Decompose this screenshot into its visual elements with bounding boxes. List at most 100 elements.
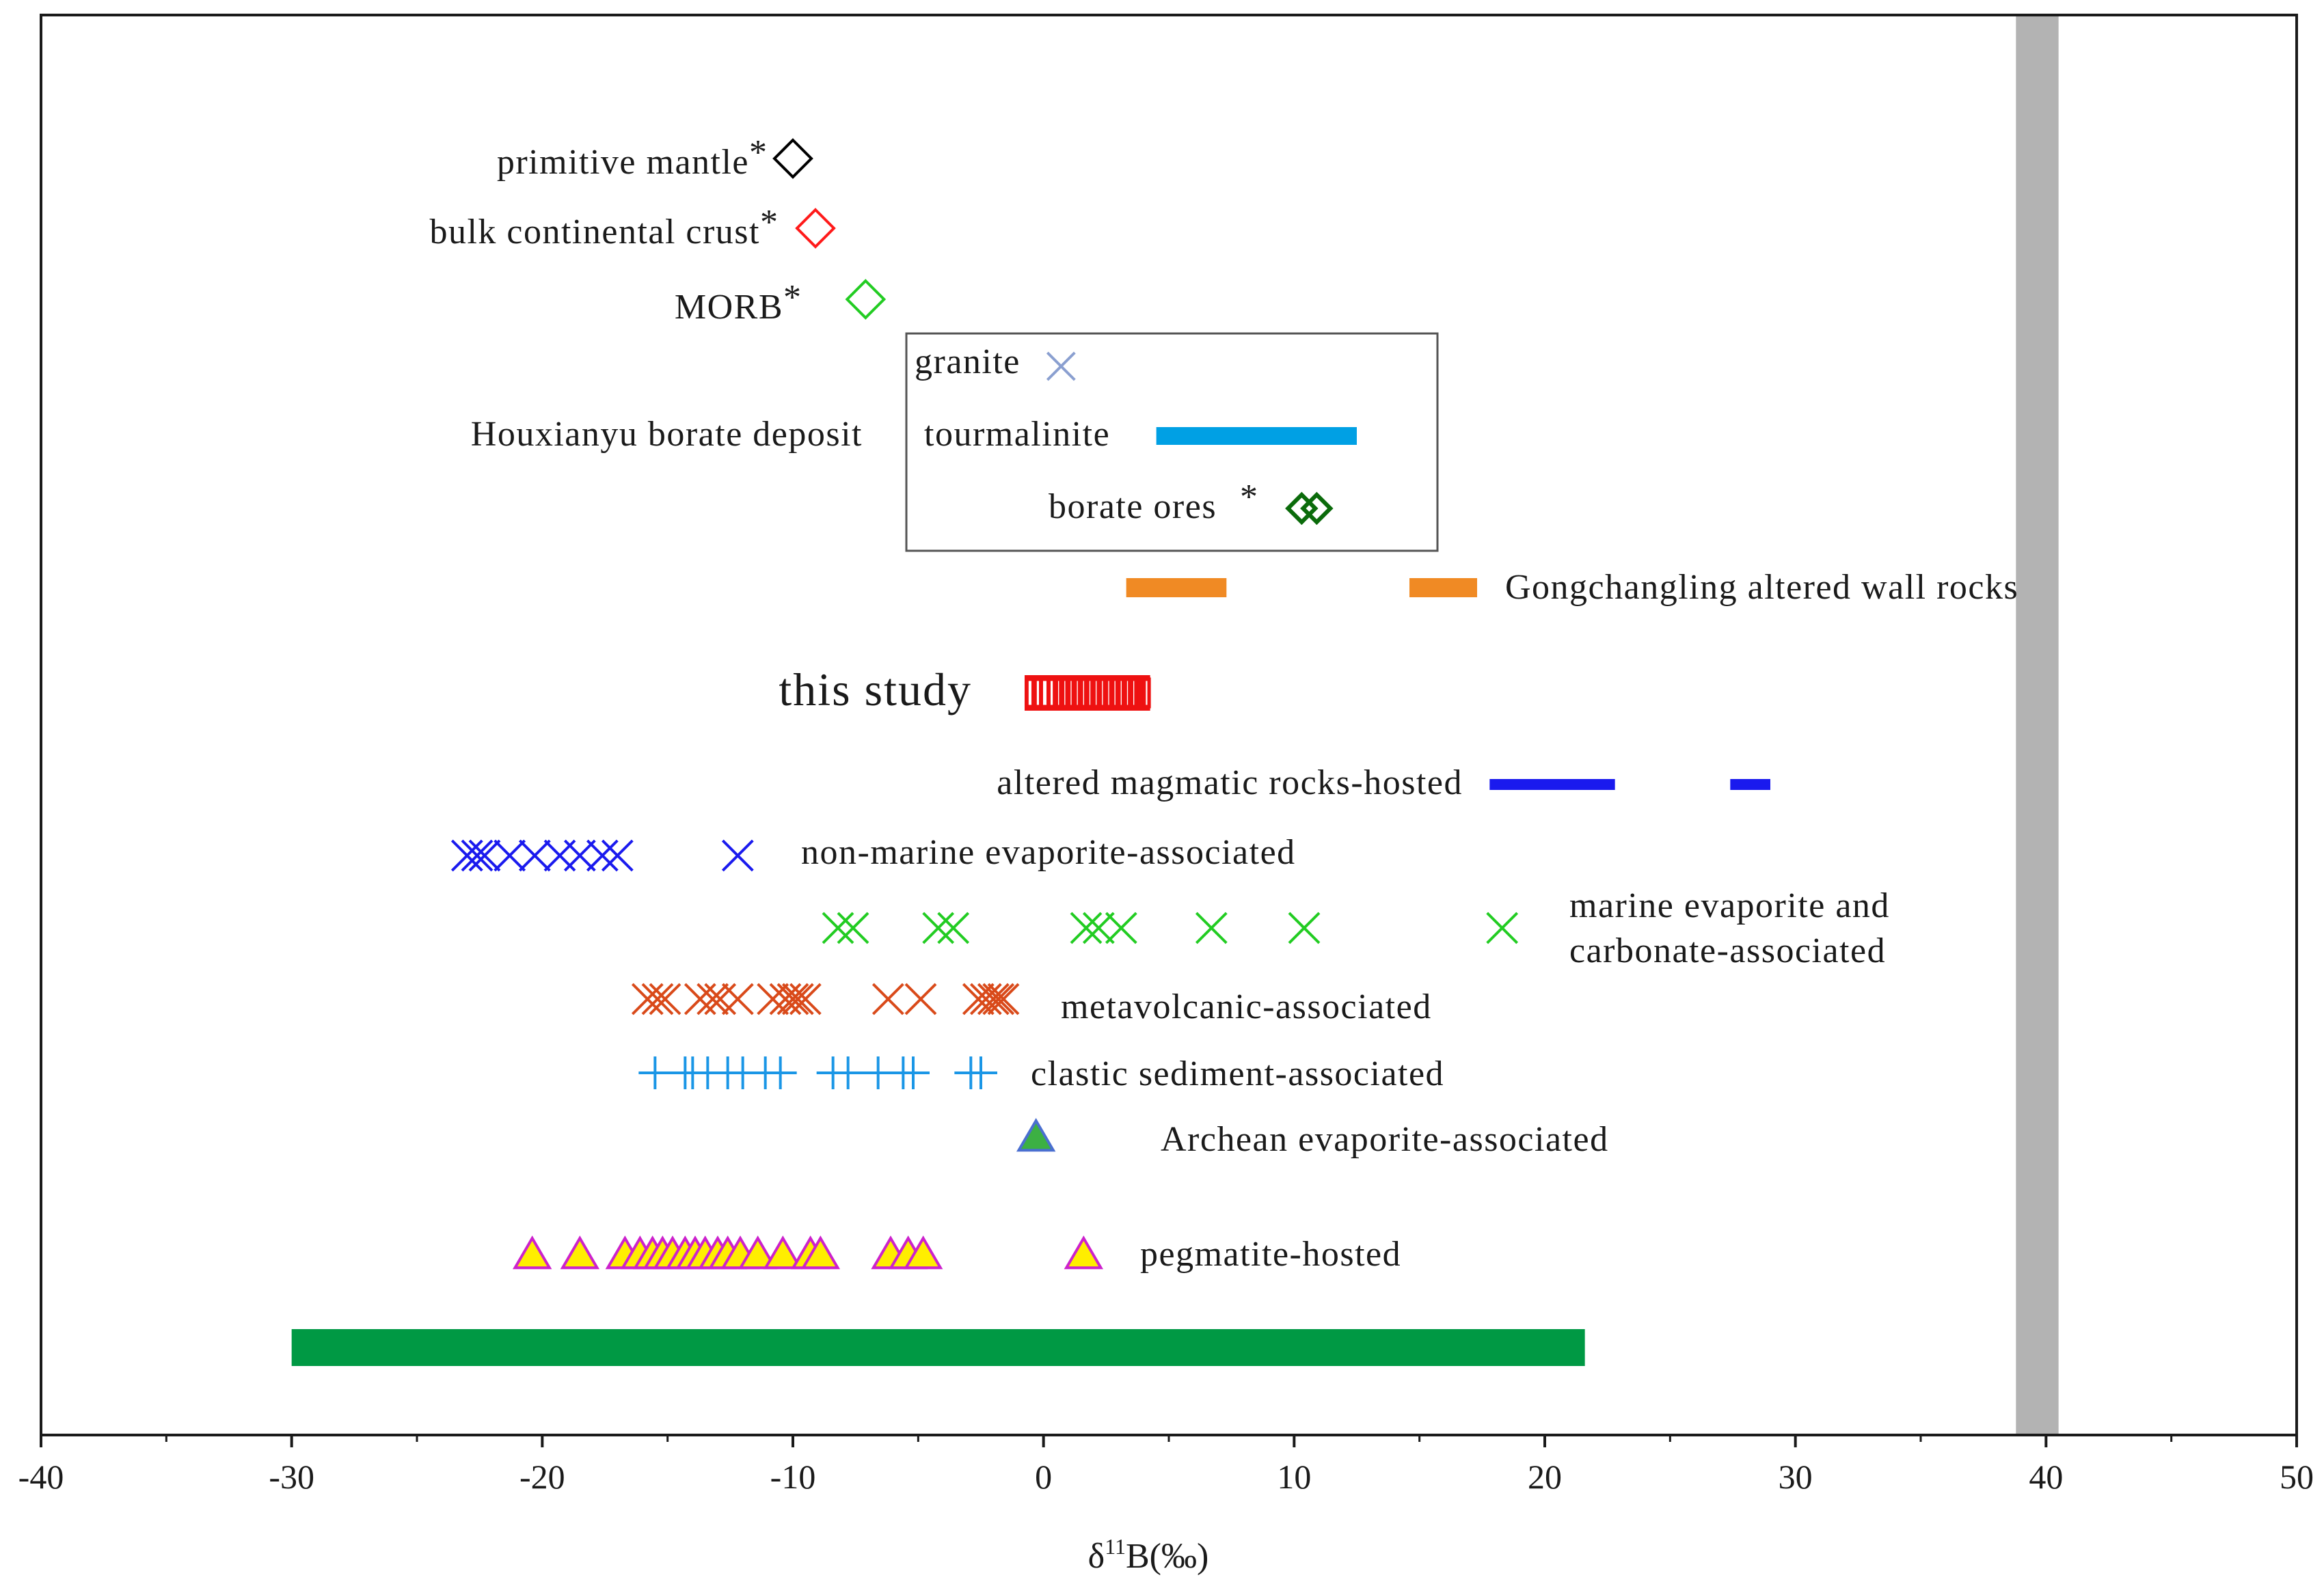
this-study-sample-5 xyxy=(1059,677,1071,709)
granite-point xyxy=(1046,351,1076,381)
x-tick-label-7: 30 xyxy=(1779,1458,1813,1496)
x-tick-label-6: 20 xyxy=(1528,1458,1562,1496)
this-study-sample-13 xyxy=(1109,677,1121,709)
asterisk-bulk-crust: * xyxy=(760,203,779,242)
borate-ore-point-0 xyxy=(1285,491,1319,525)
marine-point-6 xyxy=(1105,912,1137,944)
pegmatite-point-0 xyxy=(512,1235,552,1270)
gongchangling-bar-1 xyxy=(1409,578,1477,597)
label-gongchangling: Gongchangling altered wall rocks xyxy=(1505,568,2018,607)
this-study-sample-15 xyxy=(1122,677,1133,709)
this-study-sample-7 xyxy=(1071,677,1083,709)
this-study-sample-6 xyxy=(1065,677,1077,709)
x-tick-label-9: 50 xyxy=(2280,1458,2314,1496)
marine-point-0 xyxy=(822,912,854,944)
label-non-marine: non-marine evaporite-associated xyxy=(801,833,1296,872)
diamond-point-0 xyxy=(772,138,813,179)
pegmatite-point-20 xyxy=(1064,1235,1104,1270)
pegmatite-point-16 xyxy=(800,1235,841,1270)
x-tick-label-1: -30 xyxy=(269,1458,314,1496)
diamond-point-2 xyxy=(845,279,887,320)
non-marine-point-4 xyxy=(518,839,551,872)
x-tick-label-3: -10 xyxy=(770,1458,816,1496)
metavolcanic-point-16 xyxy=(977,983,1010,1015)
metavolcanic-point-6 xyxy=(721,983,754,1015)
x-axis: -40 -30 -20 -10 0 10 20 30 40 50 xyxy=(18,1435,2314,1496)
metavolcanic-point-12 xyxy=(871,983,904,1015)
metavolcanic-point-13 xyxy=(904,983,937,1015)
marine-point-3 xyxy=(937,912,970,944)
x-tick-label-0: -40 xyxy=(18,1458,64,1496)
pegmatite-point-14 xyxy=(763,1235,803,1270)
non-marine-point-8 xyxy=(601,839,634,872)
houxianyu-box xyxy=(905,332,1439,552)
non-marine-point-9 xyxy=(721,839,754,872)
this-study-sample-11 xyxy=(1096,677,1109,709)
label-pegmatite: pegmatite-hosted xyxy=(1140,1235,1401,1274)
this-study-sample-10 xyxy=(1090,677,1103,709)
label-archean: Archean evaporite-associated xyxy=(1161,1120,1609,1159)
x-tick-label-8: 40 xyxy=(2029,1458,2063,1496)
this-study-sample-0 xyxy=(1025,677,1037,709)
marine-point-1 xyxy=(837,912,869,944)
this-study-sample-3 xyxy=(1046,677,1058,709)
label-primitive-mantle: primitive mantle xyxy=(497,143,749,182)
label-granite: granite xyxy=(915,342,1021,381)
non-marine-point-0 xyxy=(450,839,483,872)
marine-point-9 xyxy=(1486,912,1519,944)
metavolcanic-point-15 xyxy=(969,983,1002,1015)
metavolcanic-point-11 xyxy=(789,983,822,1015)
asterisk-primitive-mantle: * xyxy=(749,133,768,172)
marine-point-2 xyxy=(922,912,955,944)
x-axis-label-rest: B(‰) xyxy=(1126,1537,1208,1576)
non-marine-point-2 xyxy=(468,839,501,872)
x-tick-label-5: 10 xyxy=(1277,1458,1311,1496)
clastic-point-9 xyxy=(831,1056,865,1089)
this-study-sample-8 xyxy=(1077,677,1090,709)
metavolcanic-point-5 xyxy=(704,983,737,1015)
altered-magmatic-bar-0 xyxy=(1489,779,1615,790)
this-study-sample-4 xyxy=(1053,677,1065,709)
this-study-sample-9 xyxy=(1084,677,1096,709)
metavolcanic-point-9 xyxy=(776,983,809,1015)
marine-point-8 xyxy=(1288,912,1321,944)
label-altered-magmatic: altered magmatic rocks-hosted xyxy=(997,763,1463,802)
tourmalinite-bar xyxy=(1156,427,1357,445)
archean-point-0 xyxy=(1016,1118,1056,1152)
x-axis-label-sup: 11 xyxy=(1105,1534,1126,1559)
label-bulk-crust: bulk continental crust xyxy=(429,213,760,251)
label-marine-line1: marine evaporite and xyxy=(1569,886,1890,925)
asterisk-borate-ores: * xyxy=(1240,478,1259,517)
marine-point-4 xyxy=(1070,912,1103,944)
metavolcanic-point-1 xyxy=(641,983,674,1015)
label-morb: MORB xyxy=(675,288,783,327)
clastic-point-12 xyxy=(897,1056,930,1089)
this-study-sample-16 xyxy=(1128,677,1140,709)
plot-frame xyxy=(40,14,2298,1436)
clastic-point-14 xyxy=(964,1056,997,1089)
pegmatite-point-13 xyxy=(738,1235,778,1270)
non-marine-point-6 xyxy=(563,839,596,872)
x-axis-label-delta: δ xyxy=(1088,1537,1105,1576)
label-marine-line2: carbonate-associated xyxy=(1569,931,1886,970)
x-axis-label: δ11B(‰) xyxy=(1088,1534,1209,1576)
clastic-point-0 xyxy=(638,1056,672,1089)
gongchangling-bar-0 xyxy=(1126,578,1227,597)
metavolcanic-point-10 xyxy=(781,983,814,1015)
label-tourmalinite: tourmalinite xyxy=(924,415,1110,454)
clastic-point-7 xyxy=(764,1056,797,1089)
marine-point-7 xyxy=(1195,912,1228,944)
non-marine-point-1 xyxy=(461,839,494,872)
x-tick-label-4: 0 xyxy=(1035,1458,1052,1496)
this-study-sample-18 xyxy=(1139,677,1151,709)
metavolcanic-point-4 xyxy=(697,983,729,1015)
green-range-bar xyxy=(291,1329,1585,1366)
metavolcanic-point-0 xyxy=(631,983,664,1015)
seawater-band xyxy=(2016,16,2059,1434)
non-marine-point-3 xyxy=(494,839,526,872)
label-borate-ores: borate ores xyxy=(1049,487,1217,526)
pegmatite-point-1 xyxy=(560,1235,600,1270)
label-metavolcanic: metavolcanic-associated xyxy=(1061,987,1432,1026)
borate-ore-point-1 xyxy=(1300,491,1334,525)
